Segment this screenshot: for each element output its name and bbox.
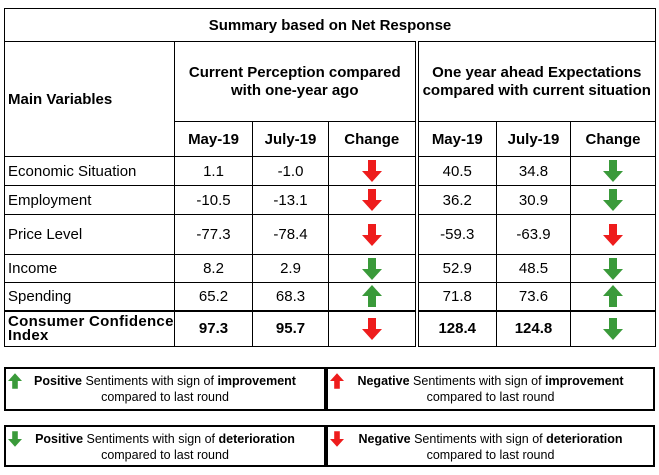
up-green-arrow-icon (8, 373, 22, 389)
cur-change (328, 254, 417, 283)
down-red-arrow-icon (361, 317, 382, 340)
cur-may-value: 65.2 (174, 282, 253, 311)
main-variables-header: Main Variables (4, 41, 175, 157)
exp-jul-value: 48.5 (496, 254, 571, 283)
table-row: Price Level -77.3 -78.4 -59.3 -63.9 (4, 214, 656, 255)
col-july-expect: July-19 (496, 121, 571, 157)
cur-may-value: -77.3 (174, 214, 253, 255)
col-change-current: Change (328, 121, 417, 157)
legend-negative-deterioration: Negative Sentiments with sign of deterio… (326, 425, 655, 467)
current-perception-header: Current Perception compared with one-yea… (174, 41, 417, 122)
down-green-arrow-icon (603, 189, 623, 211)
row-label: Price Level (4, 214, 175, 255)
table-title: Summary based on Net Response (4, 8, 656, 42)
up-green-arrow-icon (603, 285, 623, 308)
down-red-arrow-icon (330, 431, 344, 447)
cur-jul-value: -78.4 (252, 214, 329, 255)
cur-change (328, 156, 417, 186)
cur-may-value: 8.2 (174, 254, 253, 283)
cci-label: Consumer Confidence Index (4, 309, 175, 347)
table-row: Economic Situation 1.1 -1.0 40.5 34.8 (4, 156, 656, 186)
cci-exp-may: 128.4 (414, 309, 497, 347)
down-green-arrow-icon (603, 160, 623, 182)
cur-jul-value: -13.1 (252, 185, 329, 215)
up-green-arrow-icon (361, 285, 382, 308)
row-label: Spending (4, 282, 175, 311)
table-row: Income 8.2 2.9 52.9 48.5 (4, 254, 656, 283)
table-row: Spending 65.2 68.3 71.8 73.6 (4, 282, 656, 311)
exp-may-value: 36.2 (414, 185, 497, 215)
row-label: Economic Situation (4, 156, 175, 186)
row-label: Employment (4, 185, 175, 215)
exp-jul-value: 30.9 (496, 185, 571, 215)
down-green-arrow-icon (361, 257, 382, 280)
summary-table: Summary based on Net Response Main Varia… (4, 8, 656, 347)
legend-negative-improvement: Negative Sentiments with sign of improve… (326, 367, 655, 411)
exp-may-value: 40.5 (414, 156, 497, 186)
cci-cur-change (328, 309, 417, 347)
up-red-arrow-icon (330, 372, 344, 389)
up-green-arrow-icon (8, 372, 22, 389)
down-red-arrow-icon (361, 189, 382, 211)
up-red-arrow-icon (330, 373, 344, 389)
cur-change (328, 282, 417, 311)
col-change-expect: Change (570, 121, 656, 157)
cur-may-value: -10.5 (174, 185, 253, 215)
legend-positive-deterioration: Positive Sentiments with sign of deterio… (4, 425, 326, 467)
exp-may-value: 71.8 (414, 282, 497, 311)
cur-change (328, 214, 417, 255)
exp-jul-value: 73.6 (496, 282, 571, 311)
exp-jul-value: -63.9 (496, 214, 571, 255)
cur-jul-value: 2.9 (252, 254, 329, 283)
col-may-expect: May-19 (414, 121, 497, 157)
down-green-arrow-icon (603, 257, 623, 280)
col-july-current: July-19 (252, 121, 329, 157)
down-green-arrow-icon (8, 431, 22, 447)
exp-change (570, 214, 656, 255)
table-row: Employment -10.5 -13.1 36.2 30.9 (4, 185, 656, 215)
cci-exp-jul: 124.8 (496, 309, 571, 347)
col-may-current: May-19 (174, 121, 253, 157)
down-red-arrow-icon (361, 160, 382, 182)
down-red-arrow-icon (603, 223, 623, 246)
down-green-arrow-icon (8, 430, 22, 447)
exp-may-value: -59.3 (414, 214, 497, 255)
exp-jul-value: 34.8 (496, 156, 571, 186)
exp-change (570, 282, 656, 311)
down-green-arrow-icon (603, 317, 623, 340)
expectations-header: One year ahead Expectations compared wit… (414, 41, 656, 122)
exp-may-value: 52.9 (414, 254, 497, 283)
cci-exp-change (570, 309, 656, 347)
cur-jul-value: 68.3 (252, 282, 329, 311)
exp-change (570, 156, 656, 186)
legend-positive-improvement: Positive Sentiments with sign of improve… (4, 367, 326, 411)
row-label: Income (4, 254, 175, 283)
cci-cur-may: 97.3 (174, 309, 253, 347)
cci-cur-jul: 95.7 (252, 309, 329, 347)
cur-jul-value: -1.0 (252, 156, 329, 186)
exp-change (570, 254, 656, 283)
cur-change (328, 185, 417, 215)
cur-may-value: 1.1 (174, 156, 253, 186)
down-red-arrow-icon (361, 223, 382, 246)
down-red-arrow-icon (330, 430, 344, 447)
exp-change (570, 185, 656, 215)
